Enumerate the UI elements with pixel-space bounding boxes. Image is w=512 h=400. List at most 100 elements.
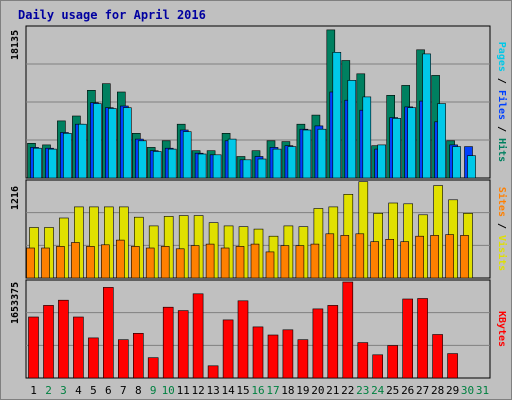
bar-sites-day-11 [175, 248, 185, 279]
day-label-20: 20 [311, 384, 324, 397]
bar-pages-day-2 [48, 148, 57, 179]
legend-label-part: Hits [496, 138, 508, 162]
day-label-28: 28 [431, 384, 444, 397]
bar-kbytes-day-6 [103, 287, 114, 379]
day-label-10: 10 [162, 384, 175, 397]
bar-kbytes-day-10 [162, 306, 174, 379]
bar-pages-day-16 [257, 158, 267, 179]
bar-kbytes-day-9 [147, 357, 159, 379]
day-label-1: 1 [30, 384, 37, 397]
bar-sites-day-7 [116, 239, 125, 279]
legend-label-part: Pages [496, 42, 507, 72]
day-label-6: 6 [105, 384, 112, 397]
bar-pages-day-30 [467, 155, 476, 179]
bar-pages-day-12 [197, 153, 207, 179]
bar-pages-day-22 [347, 80, 357, 179]
bar-kbytes-day-28 [432, 334, 443, 379]
bar-sites-day-14 [220, 247, 230, 279]
bar-pages-day-18 [287, 146, 297, 179]
bar-pages-day-24 [377, 144, 387, 179]
bar-sites-day-8 [131, 246, 140, 279]
bar-kbytes-day-11 [177, 310, 189, 379]
day-label-18: 18 [281, 384, 294, 397]
day-label-7: 7 [120, 384, 127, 397]
day-label-5: 5 [90, 384, 97, 397]
bar-sites-day-5 [86, 246, 95, 279]
bar-sites-day-17 [265, 251, 275, 279]
bar-sites-day-9 [145, 247, 155, 279]
bar-pages-day-4 [78, 123, 87, 179]
day-label-9: 9 [150, 384, 157, 397]
bar-sites-day-25 [385, 239, 395, 279]
bar-kbytes-day-2 [43, 305, 54, 379]
bar-pages-day-27 [422, 53, 431, 179]
legend-labels: Pages / Files / Hits Sites / Visits KBytes [496, 42, 508, 347]
bar-pages-day-9 [152, 151, 162, 179]
legend-label-top: Pages / Files / Hits [496, 42, 508, 162]
bar-pages-day-14 [227, 138, 237, 179]
day-label-3: 3 [60, 384, 67, 397]
day-label-25: 25 [386, 384, 399, 397]
day-label-15: 15 [236, 384, 249, 397]
day-label-23: 23 [356, 384, 369, 397]
bar-kbytes-day-1 [28, 316, 39, 379]
bar-pages-day-28 [437, 103, 446, 179]
bar-sites-day-2 [41, 247, 50, 279]
bar-kbytes-day-8 [133, 332, 144, 379]
bar-pages-day-23 [362, 96, 372, 179]
bar-kbytes-day-16 [252, 326, 264, 379]
day-label-17: 17 [266, 384, 279, 397]
y-axis-max-label-top: 18135 [10, 30, 21, 60]
chart-title: Daily usage for April 2016 [18, 8, 206, 22]
bar-sites-day-30 [460, 235, 469, 279]
bar-kbytes-day-19 [297, 339, 309, 379]
bar-sites-day-20 [310, 243, 320, 279]
bar-kbytes-day-12 [192, 293, 204, 379]
day-label-2: 2 [45, 384, 52, 397]
bar-sites-day-19 [295, 245, 305, 279]
day-label-26: 26 [401, 384, 414, 397]
bar-sites-day-21 [325, 233, 335, 279]
bar-pages-day-1 [33, 147, 42, 179]
bar-sites-day-22 [340, 235, 350, 279]
day-label-29: 29 [446, 384, 459, 397]
bar-pages-day-25 [392, 118, 402, 179]
legend-label-bottom: KBytes [496, 311, 507, 347]
bar-pages-day-6 [108, 108, 117, 179]
legend-label-part: / [496, 217, 507, 235]
bar-pages-day-13 [212, 154, 222, 179]
legend-label-part: Sites [496, 187, 508, 217]
bar-kbytes-day-21 [327, 305, 339, 379]
bar-sites-day-4 [71, 242, 80, 279]
bar-kbytes-day-25 [387, 345, 399, 379]
bar-sites-day-13 [205, 243, 215, 279]
bar-sites-day-15 [235, 246, 245, 279]
day-label-21: 21 [326, 384, 339, 397]
y-axis-max-label-bottom: 1653375 [10, 282, 21, 324]
bar-sites-day-3 [56, 246, 65, 279]
bar-sites-day-23 [355, 233, 365, 279]
bar-kbytes-day-13 [207, 365, 219, 379]
bar-pages-day-20 [317, 128, 327, 179]
bar-pages-day-5 [93, 103, 102, 179]
day-label-13: 13 [206, 384, 219, 397]
bar-sites-day-1 [26, 247, 35, 279]
bar-sites-day-16 [250, 243, 260, 279]
bar-kbytes-day-22 [342, 281, 354, 379]
x-axis-day-labels: 1 2 3 4 5 6 7 8 9 10 11 12 13 14 15 16 17 18 19 20 21 22 23 24 2… [30, 384, 489, 397]
bar-kbytes-day-24 [372, 354, 384, 379]
legend-label-part: / [496, 72, 507, 90]
day-label-19: 19 [296, 384, 309, 397]
day-label-16: 16 [251, 384, 264, 397]
bar-kbytes-day-15 [237, 300, 249, 379]
bar-pages-day-19 [302, 129, 312, 179]
day-label-12: 12 [191, 384, 204, 397]
day-label-24: 24 [371, 384, 385, 397]
bar-kbytes-day-20 [312, 308, 324, 379]
y-axis-max-label-middle: 1216 [10, 186, 21, 210]
bar-sites-day-29 [445, 234, 454, 279]
bar-kbytes-day-18 [282, 329, 294, 379]
bar-pages-day-7 [123, 107, 132, 179]
